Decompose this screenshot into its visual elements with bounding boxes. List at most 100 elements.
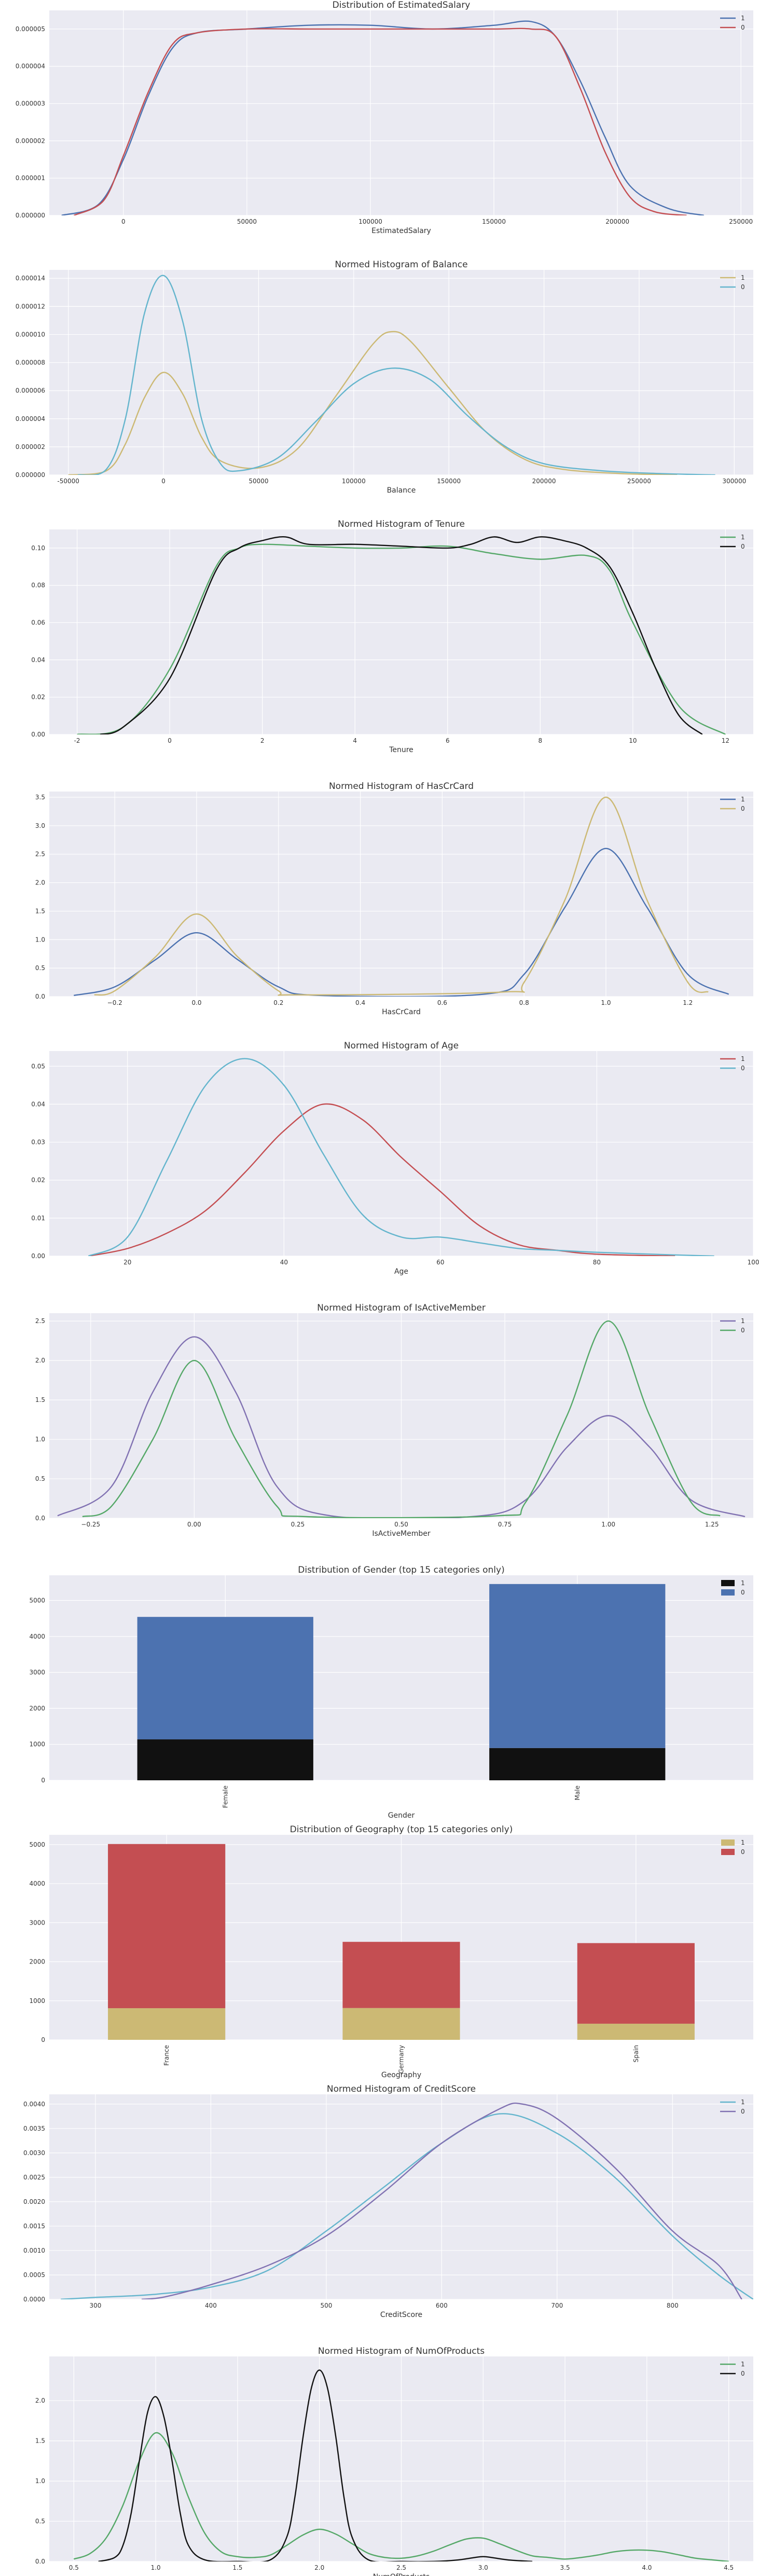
x-tick-label: 300 xyxy=(90,2302,102,2309)
x-tick-label: −0.2 xyxy=(107,999,122,1006)
x-tick-label: 4.5 xyxy=(724,2564,734,2571)
y-tick-label: 5000 xyxy=(29,1841,45,1848)
legend-swatch-0 xyxy=(721,1589,735,1596)
x-tick-label: 150000 xyxy=(482,218,506,225)
y-tick-label: 1.5 xyxy=(35,907,45,915)
y-tick-label: 0.000004 xyxy=(16,63,45,70)
x-tick-label: 1.0 xyxy=(151,2564,161,2571)
x-axis-label: CreditScore xyxy=(380,2311,422,2319)
y-tick-label: 2.5 xyxy=(35,851,45,858)
y-tick-label: 0.0030 xyxy=(23,2149,45,2157)
legend: 10 xyxy=(720,274,745,291)
y-tick-label: 0.00 xyxy=(31,1252,45,1260)
series-line-1 xyxy=(73,2432,729,2561)
x-tick-label: 100000 xyxy=(342,478,366,485)
y-tick-label: 0.05 xyxy=(31,1062,45,1070)
x-tick-label: 0.25 xyxy=(291,1521,305,1528)
y-tick-label: 0.0005 xyxy=(23,2271,45,2279)
x-tick-label: 0 xyxy=(168,737,172,744)
bar-male-series-1 xyxy=(489,1748,666,1780)
x-tick-label: Male xyxy=(574,1786,581,1800)
plot-area xyxy=(49,2094,753,2299)
legend-label-1: 1 xyxy=(741,1055,745,1062)
chart-title: Normed Histogram of Age xyxy=(344,1041,459,1051)
chart-panel-0: Distribution of EstimatedSalary 0.000000 0… xyxy=(16,0,753,235)
y-tick-label: 0.0010 xyxy=(23,2247,45,2254)
legend-label-0: 0 xyxy=(741,1848,745,1856)
y-tick-label: 4000 xyxy=(29,1880,45,1887)
legend-label-0: 0 xyxy=(741,283,745,291)
x-tick-label: 0.75 xyxy=(498,1521,512,1528)
x-tick-label: 60 xyxy=(436,1259,444,1266)
chart-panel-9: Normed Histogram of NumOfProducts 0.0 0.5 1… xyxy=(35,2346,753,2576)
bar-france-series-1 xyxy=(108,2008,226,2040)
y-tick-label: 3000 xyxy=(29,1919,45,1926)
chart-title: Normed Histogram of Tenure xyxy=(338,519,465,529)
series-line-0 xyxy=(82,1320,721,1518)
x-tick-label: 600 xyxy=(436,2302,448,2309)
x-tick-label: 200000 xyxy=(532,478,556,485)
series-line-0 xyxy=(74,28,687,215)
y-tick-label: 0.0 xyxy=(35,1515,45,1522)
y-tick-label: 0.00 xyxy=(31,731,45,738)
y-tick-label: 0.01 xyxy=(31,1215,45,1222)
y-tick-label: 0.02 xyxy=(31,693,45,701)
y-tick-label: 0.04 xyxy=(31,656,45,663)
bar-germany-series-1 xyxy=(342,2008,460,2040)
legend-label-1: 1 xyxy=(741,1839,745,1846)
y-tick-label: 0.03 xyxy=(31,1139,45,1146)
x-tick-label: France xyxy=(163,2045,170,2066)
legend-label-1: 1 xyxy=(741,15,745,22)
bar-germany-series-0 xyxy=(342,1942,460,2008)
x-tick-label: 800 xyxy=(667,2302,679,2309)
series-line-1 xyxy=(61,20,705,215)
series-line-0 xyxy=(100,536,703,734)
x-tick-label: 1.00 xyxy=(601,1521,615,1528)
y-tick-label: 0.0040 xyxy=(23,2101,45,2108)
chart-panel-8: Normed Histogram of CreditScore 0.0000 0.0… xyxy=(23,2084,753,2319)
x-axis-label: EstimatedSalary xyxy=(371,227,431,235)
x-axis-label: Tenure xyxy=(389,746,413,754)
chart-title: Normed Histogram of NumOfProducts xyxy=(318,2346,485,2356)
x-tick-label: 50000 xyxy=(237,218,257,225)
x-tick-label: 20 xyxy=(123,1259,131,1266)
series-line-0 xyxy=(77,275,715,475)
legend: 10 xyxy=(720,1055,745,1072)
legend-label-0: 0 xyxy=(741,2108,745,2115)
x-tick-label: 500 xyxy=(320,2302,332,2309)
y-tick-label: 3.0 xyxy=(35,822,45,829)
x-tick-label: 1.5 xyxy=(232,2564,242,2571)
x-tick-label: 250000 xyxy=(627,478,651,485)
x-tick-label: 2.0 xyxy=(314,2564,324,2571)
y-tick-label: 0.04 xyxy=(31,1100,45,1108)
y-tick-label: 0 xyxy=(41,2036,45,2043)
y-tick-label: 3.5 xyxy=(35,794,45,801)
legend: 10 xyxy=(720,796,745,812)
y-tick-label: 0.000003 xyxy=(16,100,45,107)
chart-title: Normed Histogram of Balance xyxy=(335,260,467,270)
y-tick-label: 0.000012 xyxy=(16,303,45,310)
legend: 10 xyxy=(721,1839,745,1856)
legend: 10 xyxy=(721,1579,745,1596)
legend-label-0: 0 xyxy=(741,1327,745,1334)
y-tick-label: 1.0 xyxy=(35,2477,45,2485)
y-tick-label: 2.0 xyxy=(35,1357,45,1364)
y-tick-label: 0.000002 xyxy=(16,137,45,144)
series-line-0 xyxy=(98,2369,533,2561)
x-tick-label: −0.25 xyxy=(81,1521,100,1528)
x-tick-label: -50000 xyxy=(57,478,79,485)
y-tick-label: 2.0 xyxy=(35,879,45,887)
series-line-1 xyxy=(61,2113,753,2299)
chart-title: Normed Histogram of IsActiveMember xyxy=(317,1303,486,1313)
chart-title: Distribution of Geography (top 15 catego… xyxy=(290,1824,513,1835)
y-tick-label: 0.000004 xyxy=(16,415,45,422)
x-tick-label: 3.5 xyxy=(560,2564,570,2571)
x-tick-label: 2 xyxy=(260,737,265,744)
x-axis-label: IsActiveMember xyxy=(372,1530,431,1538)
x-tick-label: 12 xyxy=(722,737,729,744)
y-tick-label: 0.5 xyxy=(35,964,45,972)
plot-area xyxy=(49,10,753,215)
legend-swatch-1 xyxy=(721,1580,735,1586)
bar-spain-series-0 xyxy=(577,1943,695,2024)
x-tick-label: 0.0 xyxy=(191,999,201,1006)
